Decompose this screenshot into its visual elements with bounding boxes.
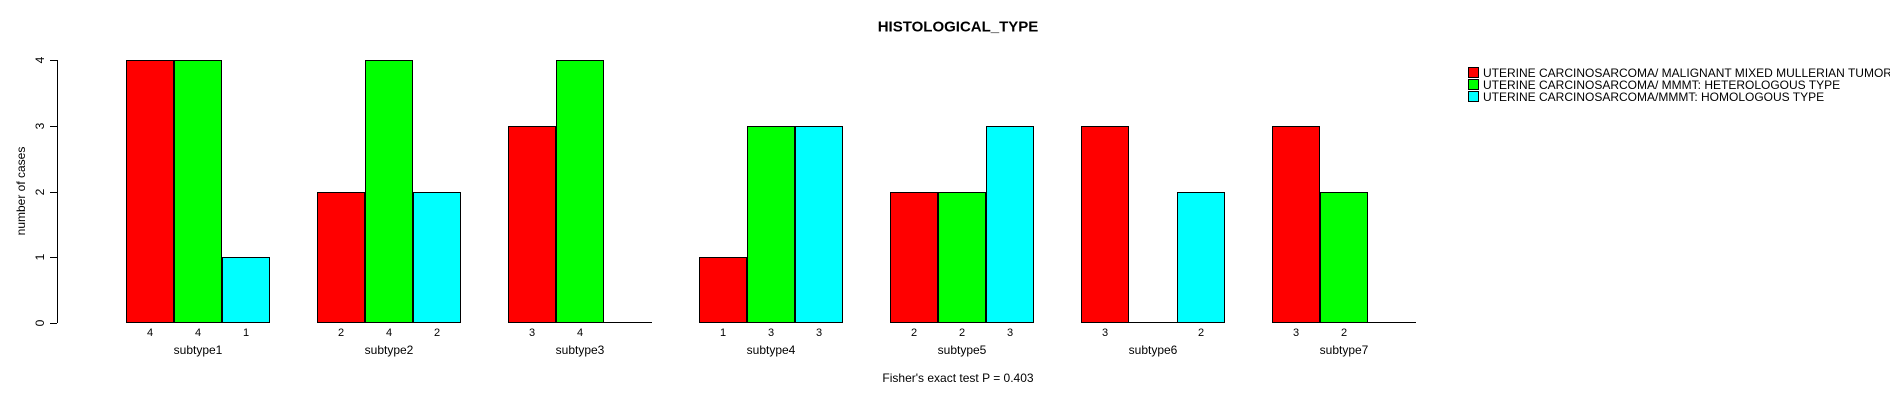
bar-subtype1-series2 bbox=[174, 60, 222, 323]
chart-title: HISTOLOGICAL_TYPE bbox=[877, 18, 1039, 36]
bar-value-label: 2 bbox=[337, 327, 345, 339]
y-axis-label: number of cases bbox=[14, 146, 28, 236]
legend-item: UTERINE CARCINOSARCOMA/MMMT: HOMOLOGOUS … bbox=[1468, 89, 1890, 104]
bar-subtype4-series3 bbox=[795, 125, 843, 323]
bar-subtype2-series1 bbox=[317, 191, 365, 323]
bar-value-label: 4 bbox=[194, 327, 202, 339]
bar-value-label: 2 bbox=[1340, 327, 1348, 339]
y-tick-mark bbox=[50, 323, 57, 324]
bar-subtype2-series3 bbox=[413, 191, 461, 323]
y-tick-label: 2 bbox=[33, 188, 47, 195]
y-tick-label: 0 bbox=[33, 319, 47, 327]
category-label-subtype2: subtype2 bbox=[364, 343, 414, 357]
bar-value-label: 2 bbox=[433, 327, 441, 339]
bar-subtype1-series1 bbox=[126, 60, 174, 323]
bar-subtype3-series2 bbox=[556, 60, 604, 323]
bar-value-label: 3 bbox=[528, 327, 536, 339]
bar-value-label: 1 bbox=[719, 327, 727, 339]
bar-value-label: 3 bbox=[1292, 327, 1300, 339]
y-tick-label: 1 bbox=[33, 253, 47, 261]
y-tick-mark bbox=[50, 191, 57, 193]
bar-subtype3-series1 bbox=[508, 125, 556, 323]
bar-subtype4-series2 bbox=[747, 125, 795, 323]
category-label-subtype3: subtype3 bbox=[555, 343, 605, 357]
legend-swatch-icon bbox=[1468, 79, 1479, 90]
bar-subtype5-series2 bbox=[938, 191, 986, 323]
category-label-subtype1: subtype1 bbox=[173, 343, 223, 357]
legend-swatch-icon bbox=[1468, 91, 1479, 102]
bar-value-label: 4 bbox=[146, 327, 154, 339]
y-tick-mark bbox=[50, 60, 57, 61]
bar-value-label: 3 bbox=[815, 327, 823, 339]
bar-value-label: 4 bbox=[385, 327, 393, 339]
bar-value-label: 3 bbox=[1101, 327, 1109, 339]
bar-subtype5-series3 bbox=[986, 125, 1034, 323]
bar-value-label: 2 bbox=[1197, 327, 1205, 339]
bar-value-label: 2 bbox=[958, 327, 966, 339]
bar-value-label: 2 bbox=[910, 327, 918, 339]
legend: UTERINE CARCINOSARCOMA/ MALIGNANT MIXED … bbox=[1468, 65, 1890, 104]
bar-value-label: 4 bbox=[576, 327, 584, 339]
category-label-subtype5: subtype5 bbox=[937, 343, 987, 357]
legend-item-label: UTERINE CARCINOSARCOMA/ MALIGNANT MIXED … bbox=[1483, 65, 1890, 80]
legend-swatch-icon bbox=[1468, 67, 1479, 78]
bar-subtype2-series2 bbox=[365, 60, 413, 323]
y-tick-mark bbox=[50, 257, 57, 259]
y-tick-label: 3 bbox=[33, 122, 47, 130]
bar-value-label: 1 bbox=[242, 327, 250, 339]
y-tick-label: 4 bbox=[33, 56, 47, 64]
category-label-subtype7: subtype7 bbox=[1319, 343, 1369, 357]
legend-item: UTERINE CARCINOSARCOMA/ MALIGNANT MIXED … bbox=[1468, 65, 1890, 80]
bar-subtype6-series3 bbox=[1177, 191, 1225, 323]
category-label-subtype4: subtype4 bbox=[746, 343, 796, 357]
bar-subtype5-series1 bbox=[890, 191, 938, 323]
bar-subtype6-series1 bbox=[1081, 125, 1129, 323]
legend-item-label: UTERINE CARCINOSARCOMA/ MMMT: HETEROLOGO… bbox=[1483, 77, 1841, 92]
bar-subtype7-series2 bbox=[1320, 191, 1368, 323]
bar-value-label: 3 bbox=[1006, 327, 1014, 339]
footnote: Fisher's exact test P = 0.403 bbox=[882, 371, 1034, 385]
legend-item-label: UTERINE CARCINOSARCOMA/MMMT: HOMOLOGOUS … bbox=[1483, 89, 1825, 104]
category-label-subtype6: subtype6 bbox=[1128, 343, 1178, 357]
bar-value-label: 3 bbox=[767, 327, 775, 339]
bar-subtype4-series1 bbox=[699, 257, 747, 323]
bar-subtype7-series1 bbox=[1272, 125, 1320, 323]
group-baseline bbox=[1081, 322, 1225, 323]
bar-subtype1-series3 bbox=[222, 257, 270, 323]
legend-item: UTERINE CARCINOSARCOMA/ MMMT: HETEROLOGO… bbox=[1468, 77, 1890, 92]
y-tick-mark bbox=[50, 125, 57, 127]
y-axis-line bbox=[57, 60, 58, 323]
